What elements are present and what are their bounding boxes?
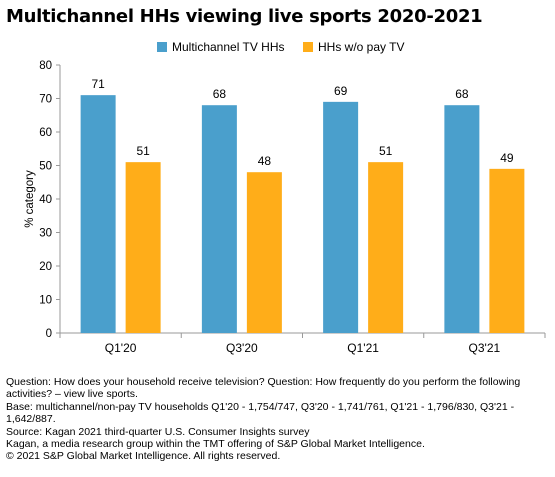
bar-multichannel	[444, 105, 480, 333]
legend-swatch-multichannel	[157, 42, 167, 52]
bar-multichannel	[80, 95, 116, 334]
x-tick-label: Q3'20	[226, 341, 258, 355]
data-label: 48	[258, 154, 272, 168]
data-label: 68	[455, 87, 469, 101]
bar-no-pay-tv	[246, 172, 282, 333]
data-label: 68	[213, 87, 227, 101]
y-tick-label: 50	[39, 161, 52, 173]
x-tick-label: Q1'20	[105, 341, 137, 355]
chart-notes: Question: How does your household receiv…	[6, 376, 552, 463]
data-label: 71	[91, 77, 105, 91]
bar-no-pay-tv	[368, 162, 404, 333]
data-label: 51	[379, 144, 393, 158]
y-tick-label: 20	[39, 261, 52, 273]
legend-item-multichannel: Multichannel TV HHs	[157, 40, 285, 54]
legend-swatch-no-pay-tv	[303, 42, 313, 52]
bar-no-pay-tv	[489, 168, 525, 333]
chart-title: Multichannel HHs viewing live sports 202…	[6, 6, 483, 27]
note-copyright: © 2021 S&P Global Market Intelligence. A…	[6, 450, 281, 463]
bar-chart: 0 10 20 30 40 50 60 70 80 % category 71 51 Q1'20 68 48…	[24, 60, 546, 355]
y-tick-label: 30	[39, 228, 52, 240]
chart-legend: Multichannel TV HHs HHs w/o pay TV	[0, 40, 555, 58]
legend-label-multichannel: Multichannel TV HHs	[172, 40, 285, 54]
x-tick-label: Q1'21	[347, 341, 379, 355]
y-tick-label: 70	[39, 94, 52, 106]
data-label: 51	[136, 144, 150, 158]
bar-multichannel	[323, 101, 359, 333]
bar-no-pay-tv	[125, 162, 161, 333]
legend-label-no-pay-tv: HHs w/o pay TV	[318, 40, 405, 54]
y-tick-label: 10	[39, 295, 52, 307]
x-tick-label: Q3'21	[469, 341, 501, 355]
bar-multichannel	[201, 105, 237, 333]
data-label: 49	[500, 151, 514, 165]
y-tick-label: 80	[39, 60, 52, 72]
y-tick-label: 40	[39, 194, 52, 206]
note-kagan: Kagan, a media research group within the…	[6, 438, 425, 451]
legend-item-no-pay-tv: HHs w/o pay TV	[303, 40, 404, 54]
data-label: 69	[334, 84, 348, 98]
y-tick-label: 0	[46, 328, 52, 340]
note-source: Source: Kagan 2021 third-quarter U.S. Co…	[6, 425, 310, 438]
note-base: Base: multichannel/non-pay TV households…	[6, 400, 515, 426]
y-axis-title: % category	[24, 170, 36, 228]
y-tick-label: 60	[39, 127, 52, 139]
note-question: Question: How does your household receiv…	[6, 376, 521, 401]
